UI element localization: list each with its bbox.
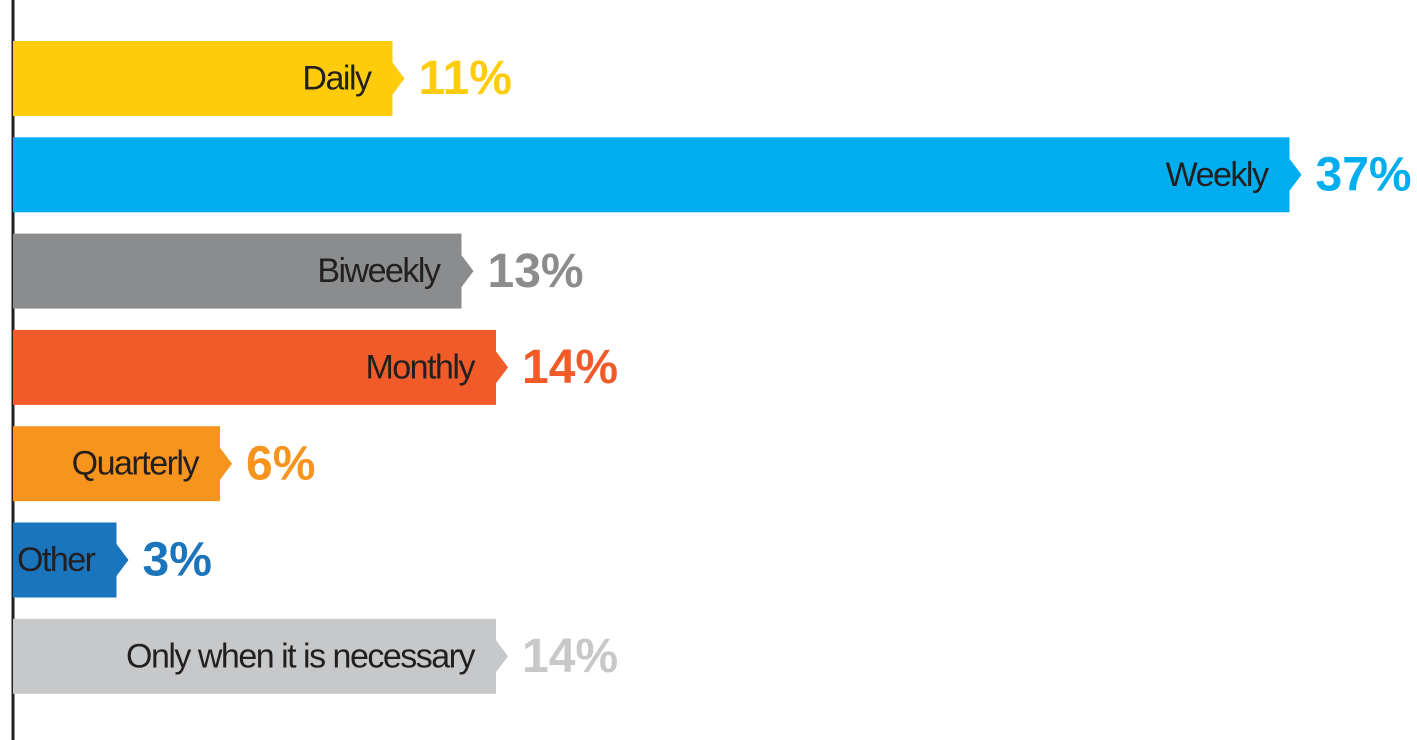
bar-pointer [1289,158,1302,191]
category-label: Weekly [1166,156,1269,194]
value-label: 14% [522,341,618,394]
value-label: 37% [1316,148,1412,201]
value-label: 6% [246,437,315,490]
bar [13,618,496,694]
bar-pointer [116,544,129,576]
bar [13,233,462,309]
bar [13,426,220,502]
category-label: Only when it is necessary [126,637,475,675]
bar-pointer [220,447,232,480]
bar-pointer [392,62,405,95]
value-label: 3% [143,534,212,587]
category-label: Monthly [365,348,475,386]
category-label: Biweekly [317,252,441,290]
value-label: 11% [419,52,512,105]
value-label: 14% [522,630,618,683]
category-label: Other [17,541,96,579]
bar [13,329,496,405]
bar-pointer [496,640,508,673]
bar [13,41,393,116]
value-label: 13% [488,245,584,298]
bar-pointer [461,255,474,288]
bar [13,522,117,598]
category-label: Daily [302,59,372,97]
bar-pointer [496,351,508,384]
category-label: Quarterly [72,445,200,483]
bar [13,137,1290,213]
